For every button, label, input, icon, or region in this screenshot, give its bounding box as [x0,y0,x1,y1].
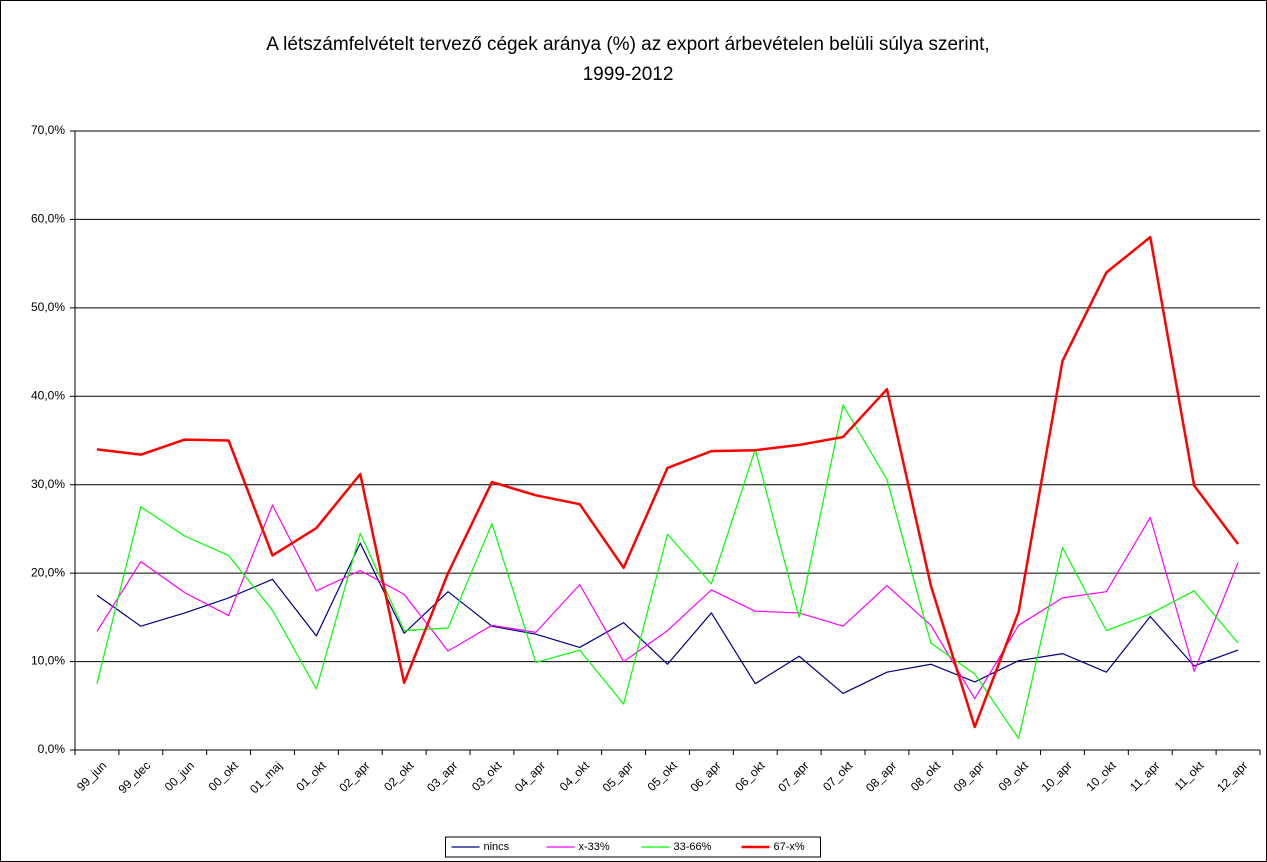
y-tick-label: 40,0% [31,388,65,402]
series-line [96,404,1239,740]
chart-title: 1999-2012 [583,64,674,85]
series-line [96,504,1239,700]
chart-title: A létszámfelvételt tervező cégek aránya … [266,34,989,55]
y-tick-label: 0,0% [38,742,66,756]
y-tick-label: 10,0% [31,654,65,668]
legend-label: nincs [484,841,510,853]
y-tick-label: 20,0% [31,565,65,579]
series-line [96,542,1239,695]
series-line [96,235,1240,729]
y-tick-label: 60,0% [31,212,65,226]
y-tick-label: 70,0% [31,123,65,137]
y-tick-label: 30,0% [31,477,65,491]
legend-label: x-33% [579,841,610,853]
legend-box [445,836,821,858]
legend-label: 33-66% [674,841,712,853]
y-tick-label: 50,0% [31,300,65,314]
legend-label: 67-x% [774,841,805,853]
